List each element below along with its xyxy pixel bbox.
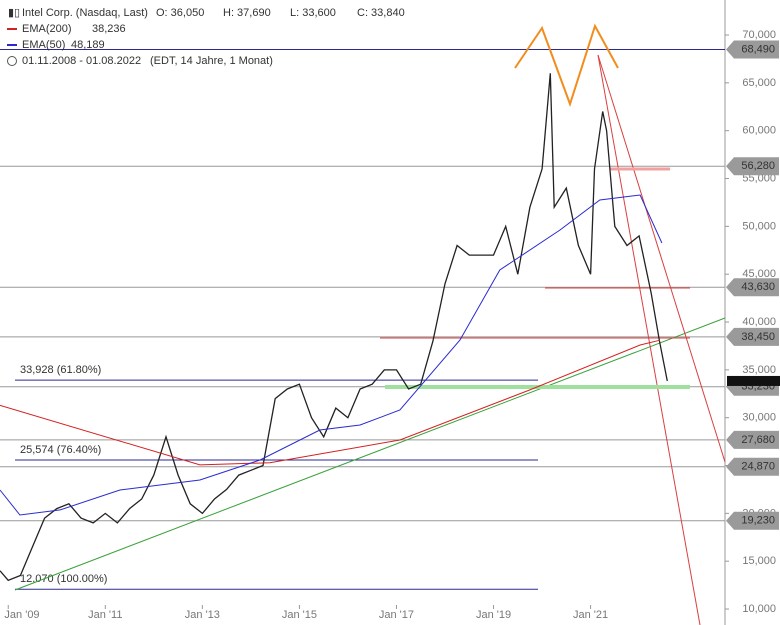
x-tick-label: Jan '13 — [185, 609, 220, 621]
y-tick-label: 65,000 — [742, 77, 776, 89]
fib-label: 25,574 (76.40%) — [20, 444, 101, 456]
y-tick-label: 30,000 — [742, 412, 776, 424]
x-tick-label: Jan '11 — [88, 609, 122, 621]
close: C: 33,840 — [357, 7, 405, 19]
y-tick-label: 40,000 — [742, 316, 776, 328]
y-tick-label: 45,000 — [742, 268, 776, 280]
legend-value: 48,189 — [71, 39, 105, 51]
level-label: 56,280 — [741, 160, 775, 172]
ema-line — [0, 339, 661, 466]
ema-line — [0, 194, 663, 516]
level-tag — [726, 278, 779, 297]
clock-icon — [7, 56, 17, 66]
last-price-marker — [727, 375, 780, 386]
x-tick-label: Jan '17 — [379, 609, 414, 621]
level-tag — [726, 511, 779, 530]
legend-label: EMA(200) — [22, 23, 72, 35]
chart-icon: ▮▯ — [8, 7, 20, 19]
trendline-green — [14, 317, 726, 591]
x-tick-label: Jan '19 — [476, 609, 511, 621]
y-tick-label: 70,000 — [742, 29, 776, 41]
price-line — [0, 73, 668, 582]
x-tick-label: Jan '09 — [4, 609, 39, 621]
fib-label: 12,070 (100.00%) — [20, 573, 107, 585]
level-label: 24,870 — [741, 461, 775, 473]
level-label: 43,630 — [741, 281, 775, 293]
open: O: 36,050 — [156, 7, 204, 19]
level-tag — [726, 457, 779, 476]
level-tag — [726, 157, 779, 176]
y-tick-label: 55,000 — [742, 172, 776, 184]
y-tick-label: 15,000 — [742, 555, 776, 567]
x-tick-label: Jan '15 — [282, 609, 317, 621]
level-label: 27,680 — [741, 434, 775, 446]
plot — [0, 73, 780, 582]
level-tag — [726, 327, 779, 346]
level-tag — [726, 430, 779, 449]
legend-label: EMA(50) — [22, 39, 65, 51]
fib-label: 33,928 (61.80%) — [20, 364, 101, 376]
y-tick-label: 50,000 — [742, 220, 776, 232]
y-tick-label: 10,000 — [742, 603, 776, 615]
period: 01.11.2008 - 01.08.2022 — [22, 55, 141, 67]
legend: ▮▯ Intel Corp. (Nasdaq, Last) O: 36,050 … — [7, 7, 405, 67]
double-top — [514, 23, 619, 108]
y-tick-label: 60,000 — [742, 125, 776, 137]
level-tag — [726, 40, 779, 59]
legend-value: 38,236 — [92, 23, 126, 35]
trendline-red — [597, 54, 726, 463]
high: H: 37,690 — [223, 7, 271, 19]
levels: 33,928 (61.80%) 25,574 (76.40%) 12,070 (10… — [0, 40, 779, 590]
level-label: 19,230 — [741, 515, 775, 527]
y-tick-label: 35,000 — [742, 364, 776, 376]
x-tick-label: Jan '21 — [573, 609, 608, 621]
trendline-red — [597, 54, 701, 625]
level-label: 68,490 — [741, 43, 775, 55]
low: L: 33,600 — [290, 7, 336, 19]
level-label: 38,450 — [741, 331, 775, 343]
chart-title: Intel Corp. (Nasdaq, Last) — [22, 7, 148, 19]
period-note: (EDT, 14 Jahre, 1 Monat) — [150, 55, 273, 67]
